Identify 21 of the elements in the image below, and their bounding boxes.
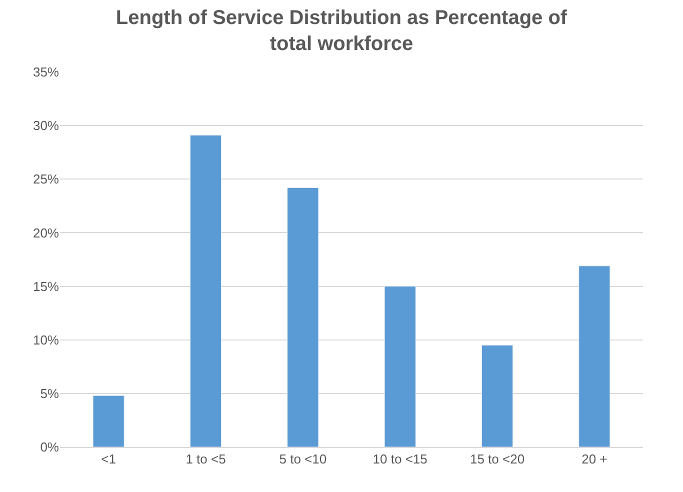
x-tick-label: 10 to <15 bbox=[372, 452, 428, 467]
bar bbox=[578, 266, 610, 447]
x-tick-label: 1 to <5 bbox=[186, 452, 226, 467]
y-tick-label: 15% bbox=[32, 278, 60, 294]
bar bbox=[92, 395, 124, 447]
bar bbox=[190, 134, 222, 447]
x-tick-label: <1 bbox=[101, 452, 116, 467]
y-tick-label: 0% bbox=[40, 440, 60, 455]
bar bbox=[384, 286, 416, 447]
bar bbox=[481, 344, 514, 447]
x-tick-label: 15 to <20 bbox=[470, 452, 525, 467]
x-tick-label: 20 + bbox=[582, 452, 608, 467]
y-tick-label: 10% bbox=[32, 332, 60, 348]
bar bbox=[287, 187, 319, 447]
y-tick-label: 25% bbox=[32, 172, 60, 187]
y-tick-label: 35% bbox=[32, 64, 60, 80]
y-tick-label: 5% bbox=[40, 386, 60, 401]
y-tick-label: 30% bbox=[32, 118, 60, 134]
chart-title: Length of Service Distribution as Percentage of total workforce bbox=[116, 7, 568, 55]
x-tick-label: 5 to <10 bbox=[279, 452, 327, 467]
y-tick-label: 20% bbox=[32, 225, 60, 240]
